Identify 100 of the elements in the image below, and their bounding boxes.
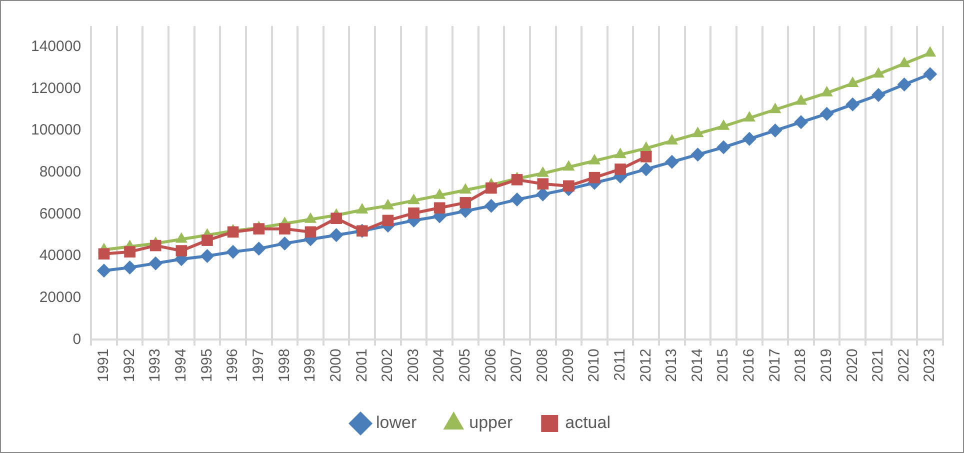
point: [253, 223, 265, 234]
point: [279, 223, 290, 234]
point: [717, 119, 730, 130]
legend-label: upper: [469, 413, 513, 432]
point: [690, 148, 705, 162]
x-tick-label: 1998: [276, 348, 293, 382]
x-tick-label: 2008: [534, 348, 551, 382]
point: [537, 178, 548, 190]
point: [408, 207, 420, 219]
x-tick-label: 2020: [844, 348, 861, 382]
point: [562, 160, 575, 171]
x-tick-label: 2005: [456, 348, 474, 382]
point: [794, 115, 808, 130]
point: [923, 67, 938, 82]
x-tick-label: 2003: [404, 348, 422, 382]
x-tick-label: 2023: [921, 348, 938, 382]
point: [98, 248, 110, 260]
point: [382, 214, 394, 226]
point: [664, 154, 679, 169]
x-tick-label: 2019: [818, 348, 835, 382]
point: [794, 94, 808, 105]
point: [96, 264, 111, 278]
x-tick-label: 2021: [870, 348, 887, 382]
point: [202, 234, 213, 246]
point: [382, 198, 394, 210]
point: [692, 126, 704, 138]
x-tick-label: 2015: [714, 348, 732, 382]
x-tick-label: 2022: [895, 348, 912, 382]
point: [150, 240, 162, 252]
point: [897, 78, 912, 92]
x-tick-label: 2014: [688, 348, 706, 382]
point: [614, 164, 626, 175]
y-tick-label: 140000: [30, 38, 82, 56]
point: [846, 76, 859, 87]
x-tick-label: 1994: [172, 348, 190, 382]
point: [486, 182, 497, 194]
x-tick-label: 1993: [146, 348, 164, 382]
y-tick-label: 60000: [39, 205, 82, 222]
point: [743, 111, 756, 122]
point: [588, 154, 601, 164]
x-tick-label: 2002: [379, 348, 396, 382]
legend-label: lower: [376, 413, 417, 432]
x-tick-label: 2001: [353, 348, 370, 382]
point: [329, 228, 344, 242]
point: [434, 202, 446, 214]
x-tick-label: 2010: [586, 348, 603, 382]
point: [588, 172, 600, 184]
point: [872, 67, 885, 78]
point: [200, 248, 214, 263]
point: [820, 86, 833, 96]
point: [871, 88, 886, 102]
y-tick-label: 100000: [30, 122, 82, 139]
x-tick-label: 2017: [766, 348, 784, 382]
point: [227, 226, 239, 238]
point: [510, 192, 524, 207]
point: [742, 132, 756, 146]
legend-label: actual: [565, 413, 610, 432]
y-tick-label: 80000: [39, 164, 82, 180]
point: [278, 236, 292, 250]
point: [563, 180, 574, 192]
x-tick-label: 2011: [611, 348, 628, 381]
x-tick-label: 2013: [663, 348, 680, 382]
y-tick-label: 40000: [39, 247, 82, 264]
point: [769, 102, 782, 114]
point: [666, 134, 678, 144]
point: [924, 46, 936, 57]
x-tick-label: 2012: [637, 348, 654, 382]
x-tick-label: 2004: [430, 348, 448, 382]
point: [408, 194, 420, 204]
point: [176, 245, 188, 256]
x-tick-label: 1995: [198, 348, 216, 382]
point: [820, 106, 834, 121]
x-tick-label: 1999: [302, 348, 319, 382]
x-tick-label: 2007: [508, 348, 526, 382]
point: [122, 260, 137, 274]
x-tick-label: 1991: [95, 348, 112, 382]
point: [226, 244, 240, 259]
point: [898, 56, 910, 68]
x-tick-label: 1997: [250, 348, 267, 382]
x-tick-label: 2009: [560, 348, 577, 382]
point: [330, 212, 342, 224]
point: [536, 166, 549, 177]
point: [640, 151, 652, 162]
point: [148, 256, 163, 270]
point: [484, 198, 498, 213]
y-tick-label: 20000: [39, 288, 82, 306]
point: [459, 183, 472, 194]
x-tick-label: 1996: [224, 348, 242, 382]
x-tick-label: 2018: [792, 348, 810, 382]
y-tick-label: 120000: [30, 80, 82, 97]
point: [304, 226, 316, 238]
point: [639, 162, 654, 176]
point: [460, 197, 472, 208]
point: [511, 174, 523, 186]
x-tick-label: 2016: [740, 348, 758, 382]
y-tick-label: 0: [72, 330, 82, 348]
point: [614, 148, 626, 158]
x-tick-label: 1992: [120, 348, 138, 382]
point: [716, 140, 731, 154]
x-tick-label: 2000: [327, 348, 344, 382]
